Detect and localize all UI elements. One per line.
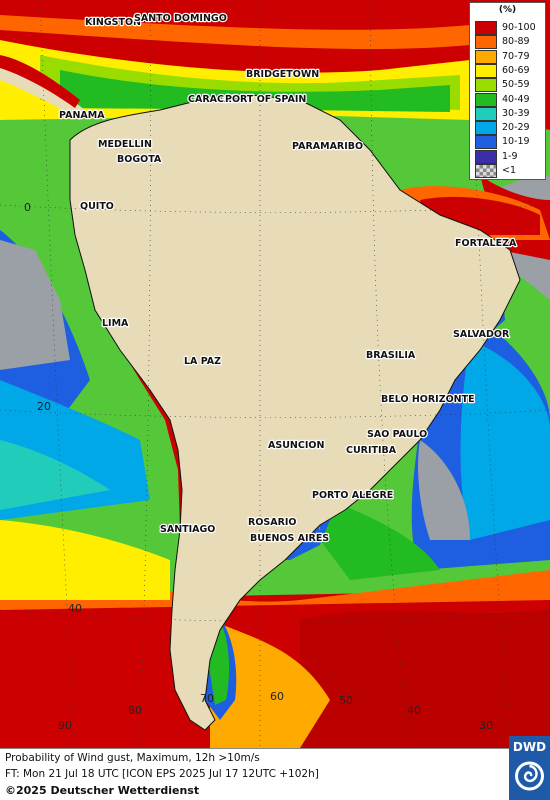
city-label: PANAMA [59,110,105,121]
legend-entry: 90-100 [475,21,543,35]
legend-entry: <1 [475,164,543,178]
city-label: LIMA [102,318,129,329]
city-label: BUENOS AIRES [250,533,329,544]
legend-entry: 20-29 [475,121,543,136]
dwd-logo: DWD [509,736,550,800]
legend-swatch [475,49,497,64]
grid-label: 80 [128,704,142,717]
legend-entry: 1-9 [475,149,543,164]
legend-entry: 70-79 [475,49,543,64]
city-label: SANTIAGO [160,524,215,535]
grid-labels: 0 20 40 60 90 80 70 50 40 30 [24,201,493,732]
forecast-time: FT: Mon 21 Jul 18 UTC [ICON EPS 2025 Jul… [5,768,319,780]
legend-label: 1-9 [502,150,518,162]
legend-entry: 60-69 [475,63,543,78]
legend-swatch [475,78,497,93]
legend-label: 60-69 [502,64,530,76]
grid-label: 40 [407,704,421,717]
legend-swatch [475,35,497,50]
legend-label: <1 [502,165,517,176]
legend-entry: 80-89 [475,35,543,50]
legend-label: 30-39 [502,107,530,119]
city-label: PORT OF SPAIN [225,94,306,105]
legend-label: 90-100 [502,22,536,33]
legend-label: 40-49 [502,93,530,105]
city-label: FORTALEZA [455,238,517,249]
legend-entry: 30-39 [475,106,543,121]
city-label: KINGSTON [85,17,141,28]
legend-label: 50-59 [502,79,530,91]
city-label: QUITO [80,201,114,212]
grid-label: 60 [270,690,284,703]
city-label: SAO PAULO [367,429,427,440]
legend-swatch [475,121,497,136]
map-title: Probability of Wind gust, Maximum, 12h >… [5,752,260,764]
legend-swatch [475,164,497,178]
city-label: LA PAZ [184,356,221,367]
legend-entry: 50-59 [475,78,543,93]
legend-label: 80-89 [502,36,530,48]
probability-map: 0 20 40 60 90 80 70 50 40 30 KINGSTON SA… [0,0,550,748]
legend-label: 70-79 [502,50,530,62]
city-label: SALVADOR [453,329,510,340]
grid-label: 50 [339,694,353,707]
city-label: CURITIBA [346,445,397,456]
legend-swatch [475,149,497,164]
dwd-logo-text: DWD [512,740,547,754]
city-label: PARAMARIBO [292,141,363,152]
legend-entry: 40-49 [475,92,543,107]
city-label: SANTO DOMINGO [134,13,227,24]
legend-unit: (%) [498,5,517,15]
legend-label: 20-29 [502,122,530,134]
grid-label: 90 [58,719,72,732]
legend-swatch [475,106,497,121]
city-label: ASUNCION [268,440,324,451]
city-labels: KINGSTON SANTO DOMINGO BRIDGETOWN CARACA… [58,12,518,545]
grid-label: 70 [200,692,214,705]
legend-swatch [475,92,497,107]
legend-label: 10-19 [502,136,530,148]
legend-swatch [475,135,497,150]
city-label: BRASILIA [366,350,416,361]
city-label: BELO HORIZONTE [381,394,475,405]
city-label: ROSARIO [248,517,297,528]
grid-label: 20 [37,400,51,413]
legend-swatch [475,21,497,35]
copyright: ©2025 Deutscher Wetterdienst [5,784,200,797]
city-label: BRIDGETOWN [246,69,319,80]
city-label: BOGOTA [117,154,162,165]
legend-swatch [475,63,497,78]
grid-label: 30 [479,719,493,732]
city-label: MEDELLIN [98,139,152,150]
footer: Probability of Wind gust, Maximum, 12h >… [0,748,550,800]
dwd-swirl-icon [515,761,544,791]
legend-entry: 10-19 [475,135,543,150]
city-label: CARACAS [188,94,238,105]
legend: (%) 90-100 80-89 70-79 60-69 50-59 40-49 30-39… [469,2,546,180]
city-label: PORTO ALEGRE [312,490,393,501]
grid-label: 0 [24,201,31,214]
grid-label: 40 [68,602,82,615]
